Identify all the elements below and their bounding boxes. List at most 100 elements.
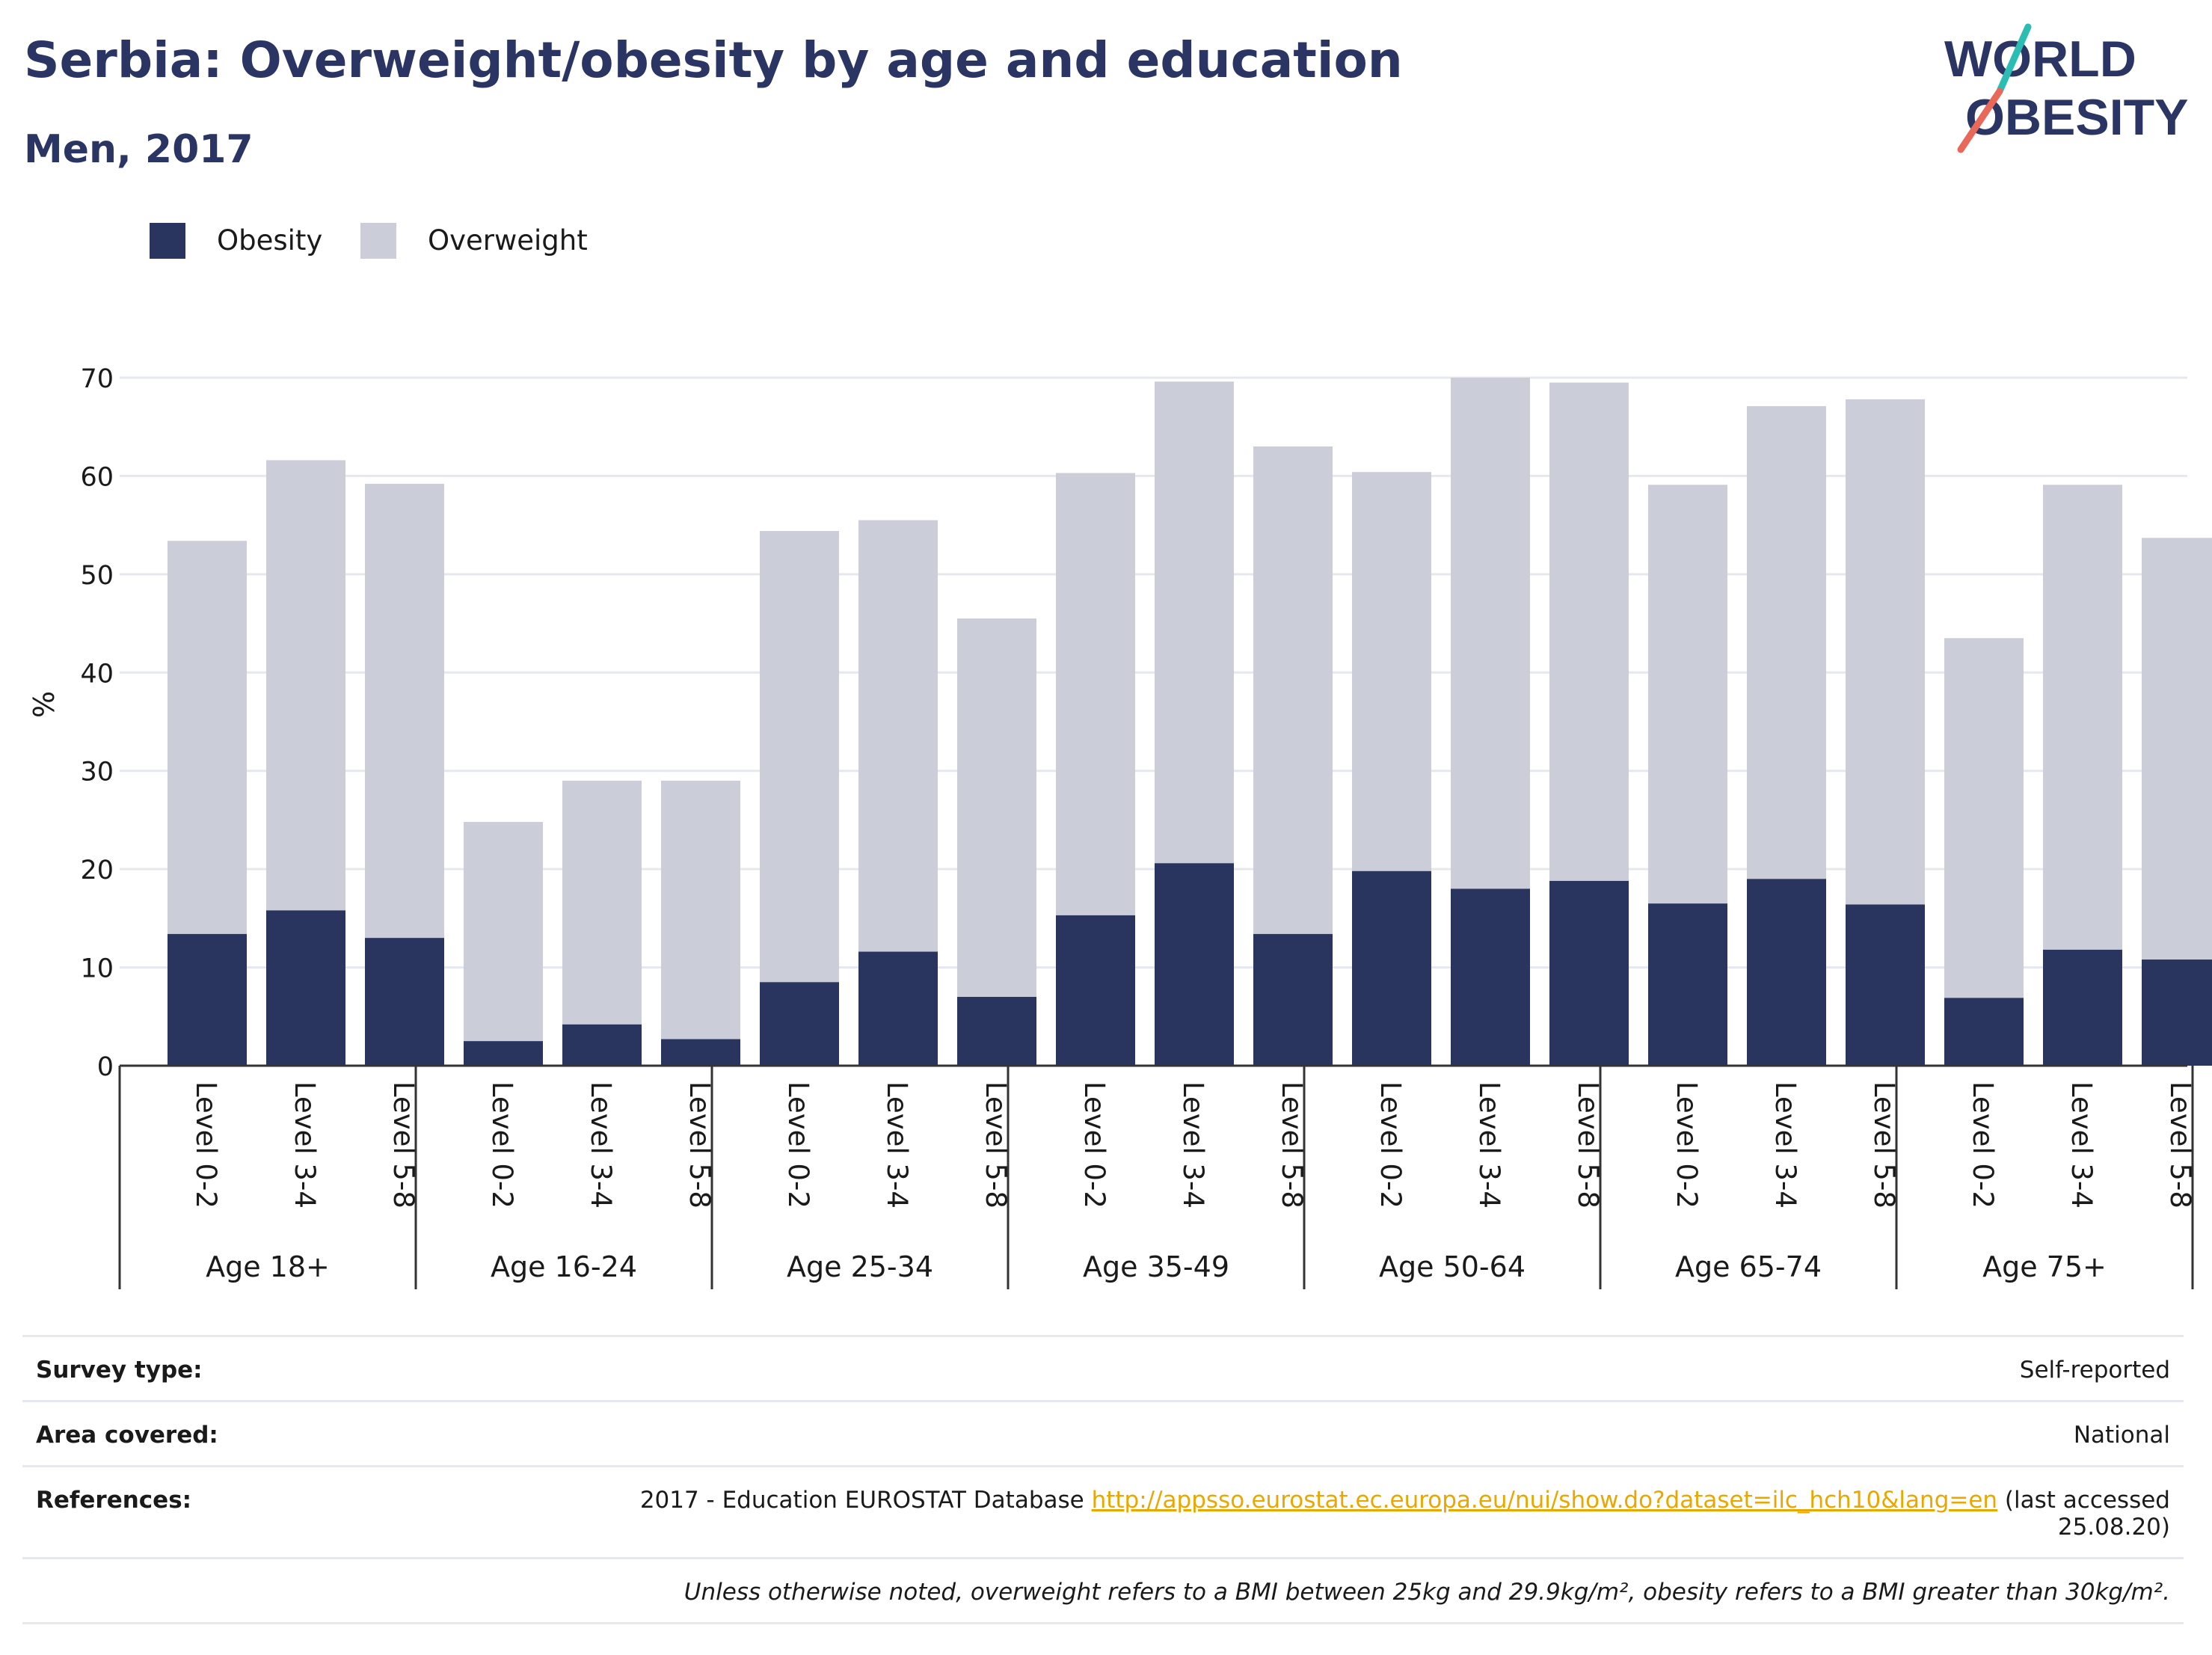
bar-obesity-2-3 <box>661 1039 740 1066</box>
survey-type-value: Self-reported <box>573 1335 2184 1401</box>
bar-obesity-6-2 <box>1747 879 1826 1066</box>
bmi-footnote: Unless otherwise noted, overweight refer… <box>22 1557 2184 1624</box>
bar-overweight-5-3 <box>1549 382 1629 881</box>
bar-overweight-5-1 <box>1352 472 1431 871</box>
bar-overweight-7-2 <box>2043 485 2122 950</box>
bar-obesity-6-3 <box>1846 904 1925 1066</box>
logo-line1: WORLD <box>1944 31 2136 87</box>
bar-obesity-7-2 <box>2043 949 2122 1066</box>
info-row-area-covered: Area covered: National <box>22 1400 2184 1467</box>
group-label-3: Age 25-34 <box>787 1250 933 1283</box>
x-tick-label-5-3: Level 5-8 <box>1572 1081 1604 1209</box>
bar-obesity-3-3 <box>957 997 1036 1066</box>
bar-overweight-3-3 <box>957 618 1036 997</box>
y-tick-label-20: 20 <box>80 856 114 885</box>
x-tick-label-5-1: Level 0-2 <box>1374 1081 1407 1209</box>
x-tick-label-4-1: Level 0-2 <box>1078 1081 1110 1209</box>
chart-area: 0 10 20 30 40 50 60 70% Level 0-2 Level 3-4 Level … <box>28 364 2212 1289</box>
references-suffix: (last accessed 25.08.20) <box>1997 1487 2170 1541</box>
group-label-1: Age 18+ <box>206 1250 330 1283</box>
x-tick-label-6-2: Level 3-4 <box>1769 1081 1801 1209</box>
x-tick-label-1-1: Level 0-2 <box>190 1081 222 1209</box>
group-label-2: Age 16-24 <box>491 1250 637 1283</box>
legend-label-overweight: Overweight <box>428 224 588 257</box>
bar-overweight-4-2 <box>1155 381 1234 864</box>
x-tick-label-6-1: Level 0-2 <box>1671 1081 1703 1209</box>
info-row-footnote: Unless otherwise noted, overweight refer… <box>22 1557 2184 1624</box>
y-tick-label-0: 0 <box>97 1052 114 1082</box>
bar-overweight-6-1 <box>1648 485 1727 904</box>
y-tick-label-70: 70 <box>80 364 114 394</box>
bar-obesity-6-1 <box>1648 903 1727 1066</box>
bar-overweight-2-2 <box>562 780 642 1025</box>
bar-overweight-1-2 <box>266 460 345 911</box>
info-table: Survey type: Self-reported Area covered:… <box>22 1335 2184 1624</box>
bar-overweight-3-2 <box>858 520 938 952</box>
bar-obesity-7-3 <box>2142 959 2212 1066</box>
x-tick-label-2-1: Level 0-2 <box>486 1081 518 1209</box>
bar-overweight-7-3 <box>2142 538 2212 960</box>
y-tick-label-10: 10 <box>80 954 114 984</box>
bar-obesity-4-3 <box>1253 933 1333 1066</box>
x-tick-label-2-2: Level 3-4 <box>585 1081 617 1209</box>
bar-obesity-2-1 <box>464 1041 543 1066</box>
info-row-survey-type: Survey type: Self-reported <box>22 1335 2184 1401</box>
survey-type-key: Survey type: <box>22 1335 573 1401</box>
logo-line2: OBESITY <box>1965 89 2189 146</box>
bar-obesity-1-1 <box>168 933 247 1066</box>
bar-overweight-7-1 <box>1944 638 2024 998</box>
bar-overweight-5-2 <box>1451 378 1530 889</box>
bar-obesity-5-3 <box>1549 880 1629 1066</box>
info-row-references: References: 2017 - Education EUROSTAT Da… <box>22 1465 2184 1559</box>
x-tick-label-4-2: Level 3-4 <box>1177 1081 1209 1209</box>
chart-title: Serbia: Overweight/obesity by age and ed… <box>24 31 1403 89</box>
y-tick-label-40: 40 <box>80 659 114 689</box>
bar-obesity-5-1 <box>1352 871 1431 1066</box>
bar-obesity-5-2 <box>1451 888 1530 1066</box>
group-label-4: Age 35-49 <box>1083 1250 1229 1283</box>
bar-overweight-1-1 <box>168 541 247 934</box>
y-tick-label-60: 60 <box>80 462 114 492</box>
group-label-5: Age 50-64 <box>1379 1250 1526 1283</box>
bar-obesity-3-2 <box>858 951 938 1066</box>
area-covered-key: Area covered: <box>22 1400 573 1467</box>
references-key: References: <box>22 1465 573 1559</box>
bar-obesity-4-2 <box>1155 863 1234 1066</box>
bar-overweight-6-2 <box>1747 406 1826 879</box>
x-tick-label-7-3: Level 5-8 <box>2164 1081 2196 1209</box>
logo-slash-teal <box>1996 23 2032 95</box>
x-tick-label-4-3: Level 5-8 <box>1276 1081 1308 1209</box>
logo-slash-coral <box>1957 87 2003 153</box>
x-tick-label-7-1: Level 0-2 <box>1967 1081 1999 1209</box>
bar-overweight-2-3 <box>661 780 740 1040</box>
x-tick-label-7-2: Level 3-4 <box>2065 1081 2098 1209</box>
y-tick-label-50: 50 <box>80 561 114 591</box>
x-tick-label-2-3: Level 5-8 <box>683 1081 716 1209</box>
bar-overweight-1-3 <box>365 483 444 939</box>
x-tick-label-3-2: Level 3-4 <box>881 1081 913 1209</box>
bar-obesity-4-1 <box>1056 915 1135 1066</box>
bar-overweight-3-1 <box>760 531 839 983</box>
bars <box>168 378 2212 1066</box>
x-tick-label-5-2: Level 3-4 <box>1473 1081 1505 1209</box>
bar-obesity-7-1 <box>1944 998 2024 1066</box>
x-tick-label-3-3: Level 5-8 <box>980 1081 1012 1209</box>
x-tick-label-1-2: Level 3-4 <box>289 1081 321 1209</box>
references-prefix: 2017 - Education EUROSTAT Database <box>639 1487 1092 1514</box>
references-link[interactable]: http://appsso.eurostat.ec.europa.eu/nui/… <box>1091 1487 1998 1514</box>
world-obesity-logo: WORLD OBESITY <box>1944 23 2189 153</box>
y-tick-label-30: 30 <box>80 758 114 787</box>
references-value: 2017 - Education EUROSTAT Database http:… <box>573 1465 2184 1559</box>
legend-swatch-obesity <box>150 223 185 259</box>
bar-overweight-4-1 <box>1056 473 1135 915</box>
area-covered-value: National <box>573 1400 2184 1467</box>
bar-obesity-1-2 <box>266 910 345 1066</box>
legend-swatch-overweight <box>360 223 396 259</box>
bar-obesity-3-1 <box>760 982 839 1066</box>
bar-obesity-1-3 <box>365 938 444 1066</box>
group-label-7: Age 75+ <box>1982 1250 2107 1283</box>
group-label-6: Age 65-74 <box>1675 1250 1822 1283</box>
bar-obesity-2-2 <box>562 1024 642 1066</box>
bar-overweight-6-3 <box>1846 399 1925 905</box>
chart-subtitle: Men, 2017 <box>24 127 254 172</box>
